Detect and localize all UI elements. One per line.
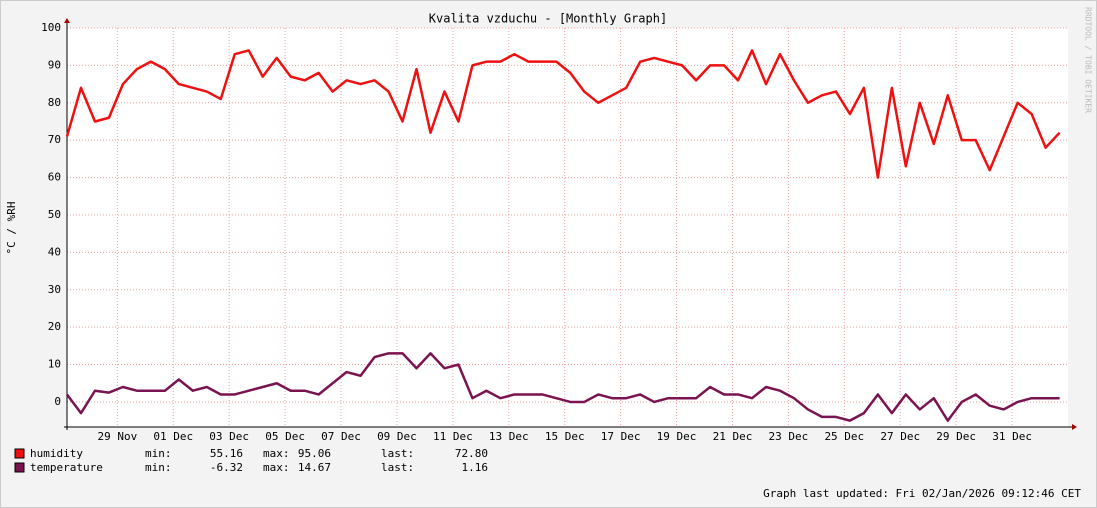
x-tick-label: 17 Dec — [601, 430, 641, 443]
x-tick-label: 09 Dec — [377, 430, 417, 443]
stat-value: 55.16 — [210, 447, 243, 460]
stat-label: max: — [263, 461, 290, 474]
stat-label: min: — [145, 461, 172, 474]
x-tick-label: 31 Dec — [992, 430, 1032, 443]
stat-value: 14.67 — [298, 461, 331, 474]
footer: Graph last updated: Fri 02/Jan/2026 09:1… — [763, 487, 1081, 500]
y-tick-label: 10 — [48, 358, 61, 371]
line — [65, 49, 1061, 179]
y-tick-label: 80 — [48, 96, 61, 109]
x-tick-label: 15 Dec — [545, 430, 585, 443]
y-tick-label: 50 — [48, 208, 61, 221]
legend-swatch — [14, 448, 25, 459]
y-tick-label: 70 — [48, 133, 61, 146]
x-tick-label: 21 Dec — [713, 430, 753, 443]
y-tick-label: 60 — [48, 171, 61, 184]
y-axis-arrow — [64, 18, 70, 23]
x-axis-arrow — [1072, 424, 1077, 430]
x-tick-label: 29 Dec — [936, 430, 976, 443]
plot-area — [67, 28, 1068, 427]
stat-value: 72.80 — [455, 447, 488, 460]
legend-label: humidity — [30, 447, 83, 460]
x-tick-label: 05 Dec — [265, 430, 305, 443]
stat-label: min: — [145, 447, 172, 460]
chart-title: Kvalita vzduchu - [Monthly Graph] — [429, 12, 667, 26]
stat-value: 1.16 — [462, 461, 489, 474]
x-tick-label: 25 Dec — [824, 430, 864, 443]
y-tick-label: 100 — [41, 21, 61, 34]
x-tick-label: 13 Dec — [489, 430, 529, 443]
x-tick-label: 19 Dec — [657, 430, 697, 443]
stat-value: -6.32 — [210, 461, 243, 474]
x-tick-label: 27 Dec — [880, 430, 920, 443]
stat-label: last: — [381, 447, 414, 460]
y-tick-label: 40 — [48, 245, 61, 258]
legend-swatch — [14, 462, 25, 473]
x-tick-label: 01 Dec — [153, 430, 193, 443]
x-tick-label: 03 Dec — [209, 430, 249, 443]
y-tick-label: 20 — [48, 320, 61, 333]
y-tick-label: 0 — [54, 395, 61, 408]
line — [65, 352, 1060, 422]
x-tick-label: 29 Nov — [97, 430, 137, 443]
y-tick-label: 90 — [48, 58, 61, 71]
stat-label: last: — [381, 461, 414, 474]
stat-label: max: — [263, 447, 290, 460]
stat-value: 95.06 — [298, 447, 331, 460]
side-note: RRDTOOL / TOBI OETIKER — [1084, 7, 1093, 113]
legend-label: temperature — [30, 461, 103, 474]
x-tick-label: 23 Dec — [769, 430, 809, 443]
x-tick-label: 11 Dec — [433, 430, 473, 443]
y-axis-label: °C / %RH — [5, 202, 18, 255]
x-tick-label: 07 Dec — [321, 430, 361, 443]
y-tick-label: 30 — [48, 283, 61, 296]
